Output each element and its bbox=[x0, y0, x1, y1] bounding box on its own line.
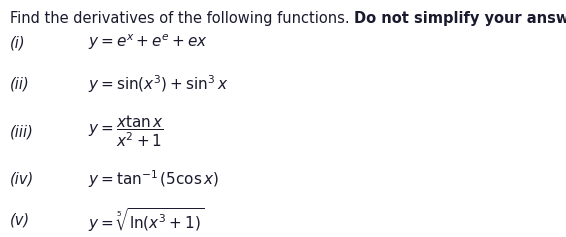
Text: $y = e^x + e^e + ex$: $y = e^x + e^e + ex$ bbox=[88, 33, 208, 52]
Text: Do not simplify your answer.: Do not simplify your answer. bbox=[354, 11, 566, 26]
Text: (i): (i) bbox=[10, 35, 26, 50]
Text: $y = \tan^{-1}(5\cos x)$: $y = \tan^{-1}(5\cos x)$ bbox=[88, 168, 219, 190]
Text: $y = \sin(x^3) + \sin^3 x$: $y = \sin(x^3) + \sin^3 x$ bbox=[88, 73, 228, 95]
Text: (iv): (iv) bbox=[10, 171, 35, 187]
Text: Find the derivatives of the following functions.: Find the derivatives of the following fu… bbox=[10, 11, 354, 26]
Text: (v): (v) bbox=[10, 213, 31, 228]
Text: (ii): (ii) bbox=[10, 77, 30, 92]
Text: $y = \dfrac{x\tan x}{x^2 + 1}$: $y = \dfrac{x\tan x}{x^2 + 1}$ bbox=[88, 114, 164, 149]
Text: $y = \sqrt[5]{\ln(x^3 + 1)}$: $y = \sqrt[5]{\ln(x^3 + 1)}$ bbox=[88, 206, 204, 234]
Text: (iii): (iii) bbox=[10, 124, 34, 139]
